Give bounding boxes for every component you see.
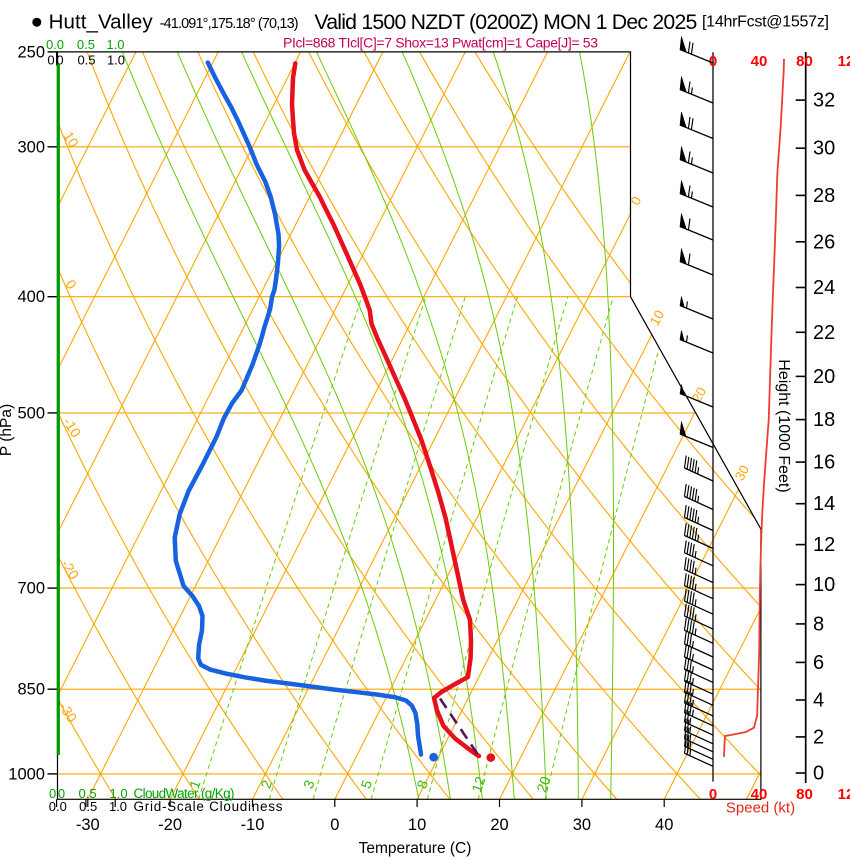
svg-text:0.5: 0.5 — [79, 799, 97, 814]
svg-text:14: 14 — [813, 493, 835, 515]
svg-text:700: 700 — [17, 580, 45, 598]
svg-text:40: 40 — [751, 53, 768, 70]
svg-text:-10: -10 — [241, 816, 265, 834]
svg-text:0.0: 0.0 — [49, 799, 67, 814]
svg-text:-41.091°,175.18° (70,13): -41.091°,175.18° (70,13) — [160, 16, 299, 32]
svg-text:30: 30 — [573, 816, 591, 834]
svg-text:Valid 1500 NZDT (0200Z) MON 1: Valid 1500 NZDT (0200Z) MON 1 Dec 2025 — [314, 10, 697, 34]
svg-text:0.5: 0.5 — [77, 53, 95, 68]
svg-text:8: 8 — [813, 613, 824, 635]
svg-text:1.0: 1.0 — [107, 53, 125, 68]
svg-text:80: 80 — [796, 786, 813, 803]
svg-text:1000: 1000 — [8, 765, 45, 783]
svg-text:10: 10 — [60, 128, 82, 150]
svg-text:Temperature (C): Temperature (C) — [359, 840, 472, 857]
svg-text:Height (1000 Feet): Height (1000 Feet) — [775, 359, 792, 492]
svg-text:850: 850 — [17, 681, 45, 699]
svg-text:1.0: 1.0 — [109, 799, 127, 814]
svg-text:0: 0 — [58, 786, 65, 801]
svg-text:40: 40 — [751, 786, 768, 803]
svg-text:20: 20 — [533, 774, 553, 794]
svg-text:80: 80 — [796, 53, 813, 70]
svg-text:Hutt_Valley: Hutt_Valley — [49, 11, 154, 34]
svg-text:20: 20 — [490, 816, 508, 834]
svg-text:0: 0 — [330, 816, 339, 834]
svg-text:1.0: 1.0 — [110, 786, 128, 801]
svg-text:28: 28 — [813, 185, 835, 207]
svg-text:12: 12 — [813, 534, 835, 556]
svg-text:0: 0 — [49, 786, 56, 801]
svg-text:P (hPa): P (hPa) — [0, 404, 15, 456]
svg-text:4: 4 — [813, 690, 824, 712]
svg-text:0.5: 0.5 — [77, 37, 95, 52]
svg-text:26: 26 — [813, 231, 835, 253]
svg-text:20: 20 — [813, 366, 835, 388]
svg-text:32: 32 — [813, 90, 835, 112]
svg-text:250: 250 — [17, 43, 45, 61]
svg-text:20: 20 — [689, 385, 709, 405]
svg-text:10: 10 — [408, 816, 426, 834]
svg-text:24: 24 — [813, 277, 835, 299]
svg-text:12: 12 — [838, 53, 850, 70]
svg-text:30: 30 — [813, 138, 835, 160]
svg-text:1.0: 1.0 — [106, 37, 124, 52]
svg-text:2: 2 — [813, 726, 824, 748]
svg-text:300: 300 — [17, 138, 45, 156]
svg-text:0: 0 — [813, 763, 824, 785]
svg-text:0: 0 — [56, 53, 63, 68]
svg-text:0.0: 0.0 — [46, 37, 64, 52]
svg-text:0: 0 — [47, 53, 54, 68]
svg-text:10: 10 — [813, 574, 835, 596]
svg-text:CloudWater (g/Kg): CloudWater (g/Kg) — [134, 786, 235, 801]
svg-text:400: 400 — [17, 288, 45, 306]
svg-text:-20: -20 — [158, 816, 182, 834]
svg-text:22: 22 — [813, 322, 835, 344]
svg-text:16: 16 — [813, 452, 835, 474]
svg-text:0.5: 0.5 — [79, 786, 97, 801]
svg-text:10: 10 — [647, 308, 667, 328]
svg-text:40: 40 — [655, 816, 673, 834]
svg-text:0: 0 — [709, 53, 717, 70]
svg-text:-30: -30 — [76, 816, 100, 834]
svg-text:Speed (kt): Speed (kt) — [726, 800, 795, 817]
svg-text:18: 18 — [813, 409, 835, 431]
svg-text:0: 0 — [709, 786, 717, 803]
svg-text:6: 6 — [813, 652, 824, 674]
svg-text:Grid-Scale Cloudiness: Grid-Scale Cloudiness — [134, 799, 283, 814]
svg-text:PIcl=868 TIcl[C]=7 Shox=13 Pwa: PIcl=868 TIcl[C]=7 Shox=13 Pwat[cm]=1 Ca… — [283, 34, 598, 50]
svg-text:500: 500 — [17, 404, 45, 422]
svg-text:12: 12 — [838, 786, 850, 803]
svg-text:[14hrFcst@1557z]: [14hrFcst@1557z] — [702, 13, 829, 30]
svg-text:30: 30 — [732, 463, 752, 483]
svg-text:12: 12 — [468, 774, 488, 794]
